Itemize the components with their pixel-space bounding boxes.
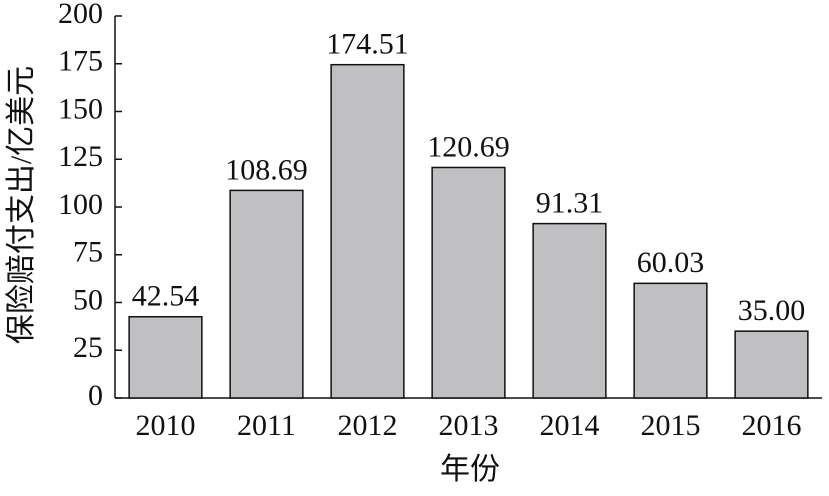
bar: [734, 330, 809, 399]
value-label: 174.51: [326, 28, 409, 61]
y-axis-title: 保险赔付支出/亿美元: [5, 66, 38, 344]
value-label: 108.69: [225, 153, 308, 186]
x-tick-label: 2011: [237, 409, 296, 442]
bar: [532, 222, 607, 399]
x-tick-label: 2012: [338, 409, 398, 442]
value-label: 120.69: [427, 130, 510, 163]
y-tick-label: 50: [73, 283, 103, 316]
y-tick-label: 175: [58, 45, 103, 78]
x-tick-label: 2013: [439, 409, 499, 442]
value-label: 60.03: [637, 246, 705, 279]
y-tick-label: 25: [73, 331, 103, 364]
y-tick-label: 100: [58, 188, 103, 221]
y-tick-label: 200: [58, 0, 103, 30]
x-tick-label: 2016: [742, 409, 802, 442]
value-label: 35.00: [738, 294, 806, 327]
y-tick-label: 0: [88, 379, 103, 412]
value-label: 42.54: [132, 280, 200, 313]
bar: [330, 63, 405, 399]
x-axis-title: 年份: [440, 453, 500, 486]
x-tick-label: 2010: [136, 409, 196, 442]
x-tick-label: 2015: [641, 409, 701, 442]
bar: [633, 282, 708, 399]
x-tick-label: 2014: [540, 409, 600, 442]
value-label: 91.31: [536, 186, 604, 219]
y-tick-label: 125: [58, 140, 103, 173]
y-tick-label: 75: [73, 236, 103, 269]
bar: [431, 166, 506, 399]
bar: [229, 189, 304, 399]
bar: [128, 315, 203, 399]
y-tick-label: 150: [58, 92, 103, 125]
